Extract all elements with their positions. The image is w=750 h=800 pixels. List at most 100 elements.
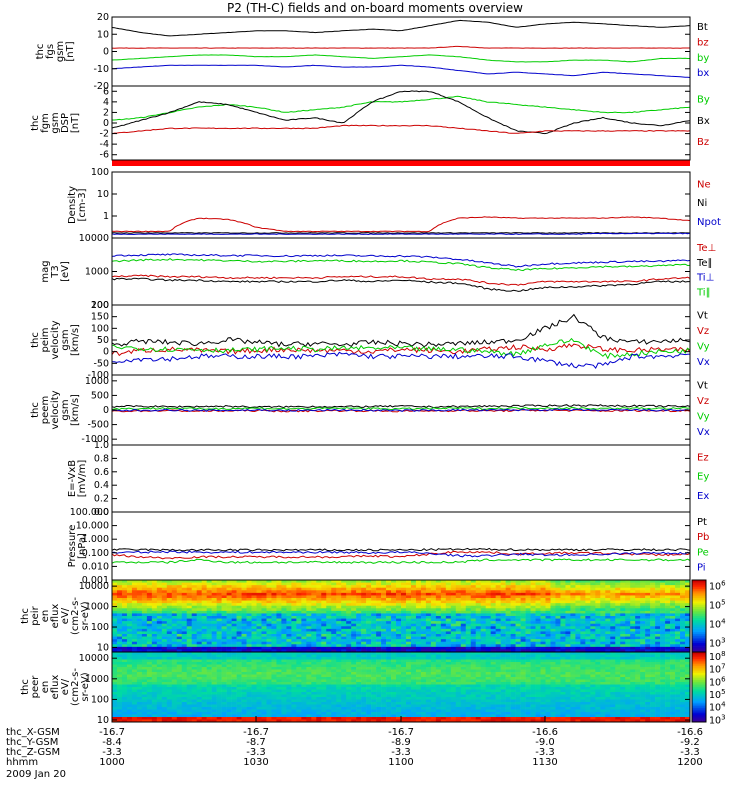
heatmap-cell: [116, 704, 123, 708]
heatmap-cell: [460, 639, 467, 643]
heatmap-cell: [151, 717, 158, 720]
heatmap-cell: [490, 644, 496, 648]
heatmap-cell: [136, 631, 143, 635]
colorbar-swatch: [692, 599, 706, 602]
heatmap-cell: [231, 582, 237, 586]
heatmap-cell: [535, 631, 541, 635]
heatmap-cell: [236, 694, 242, 698]
heatmap-cell: [560, 634, 566, 637]
heatmap-cell: [221, 649, 227, 652]
heatmap-cell: [171, 587, 178, 591]
heatmap-cell: [206, 590, 212, 594]
heatmap-cell: [116, 649, 123, 652]
heatmap-cell: [261, 605, 267, 609]
heatmap-cell: [455, 644, 462, 648]
heatmap-cell: [420, 603, 427, 607]
heatmap-cell: [206, 610, 212, 614]
heatmap-cell: [201, 654, 207, 658]
heatmap-cell: [281, 587, 287, 591]
heatmap-cell: [520, 600, 526, 604]
heatmap-cell: [316, 587, 322, 591]
heatmap-cell: [445, 639, 452, 643]
heatmap-cell: [311, 608, 317, 612]
heatmap-cell: [176, 585, 183, 589]
heatmap-cell: [166, 714, 173, 718]
heatmap-cell: [156, 580, 163, 583]
heatmap-cell: [311, 707, 317, 710]
heatmap-cell: [301, 626, 307, 630]
heatmap-cell: [356, 639, 362, 643]
heatmap-cell: [186, 657, 193, 660]
heatmap-cell: [321, 679, 327, 683]
heatmap-cell: [281, 707, 287, 710]
heatmap-cell: [525, 641, 531, 645]
heatmap-cell: [470, 610, 477, 614]
heatmap-cell: [351, 616, 357, 619]
heatmap-cell: [261, 682, 267, 685]
heatmap-cell: [435, 582, 442, 586]
heatmap-cell: [201, 689, 207, 693]
heatmap-cell: [346, 719, 352, 722]
heatmap-cell: [445, 641, 452, 645]
heatmap-cell: [161, 587, 168, 591]
heatmap-cell: [475, 582, 482, 586]
heatmap-cell: [680, 641, 686, 645]
heatmap-cell: [261, 714, 267, 718]
heatmap-cell: [625, 641, 631, 645]
heatmap-cell: [620, 623, 626, 627]
heatmap-cell: [450, 595, 457, 599]
heatmap-cell: [361, 603, 367, 607]
heatmap-cell: [321, 652, 327, 655]
heatmap-cell: [281, 582, 287, 586]
heatmap-cell: [435, 595, 442, 599]
heatmap-cell: [670, 641, 676, 645]
heatmap-cell: [166, 595, 173, 599]
heatmap-cell: [460, 592, 467, 596]
heatmap-cell: [685, 587, 690, 591]
heatmap-cell: [121, 709, 128, 713]
heatmap-cell: [675, 646, 681, 650]
heatmap-cell: [166, 600, 173, 604]
heatmap-cell: [361, 621, 367, 625]
heatmap-cell: [540, 590, 546, 594]
heatmap-cell: [181, 719, 188, 722]
heatmap-cell: [396, 646, 402, 650]
heatmap-cell: [251, 605, 257, 609]
heatmap-cell: [136, 692, 143, 695]
heatmap-cell: [670, 621, 676, 625]
heatmap-cell: [301, 621, 307, 625]
heatmap-cell: [141, 641, 148, 645]
heatmap-cell: [405, 623, 412, 627]
heatmap-cell: [321, 595, 327, 599]
heatmap-cell: [326, 662, 332, 665]
heatmap-cell: [221, 646, 227, 650]
heatmap-cell: [171, 631, 178, 635]
heatmap-cell: [181, 699, 188, 703]
heatmap-cell: [316, 664, 322, 668]
heatmap-cell: [296, 684, 302, 688]
heatmap-cell: [151, 580, 158, 583]
heatmap-cell: [131, 687, 138, 690]
heatmap-cell: [151, 702, 158, 705]
heatmap-cell: [306, 719, 312, 722]
heatmap-cell: [376, 610, 382, 614]
heatmap-cell: [266, 626, 272, 630]
heatmap-cell: [326, 587, 332, 591]
legend-entry: Pe: [697, 547, 709, 558]
heatmap-cell: [425, 649, 432, 652]
heatmap-cell: [470, 639, 477, 643]
heatmap-cell: [655, 608, 661, 612]
heatmap-cell: [131, 641, 138, 645]
heatmap-cell: [176, 616, 183, 619]
heatmap-cell: [565, 649, 571, 652]
heatmap-cell: [296, 634, 302, 637]
heatmap-cell: [251, 682, 257, 685]
heatmap-cell: [301, 669, 307, 673]
ytick-label: 0: [103, 47, 109, 58]
heatmap-cell: [341, 709, 347, 713]
heatmap-cell: [316, 712, 322, 715]
ytick-label: -100: [87, 370, 109, 381]
heatmap-cell: [560, 600, 566, 604]
ylabel-line: [km/s]: [70, 394, 81, 426]
